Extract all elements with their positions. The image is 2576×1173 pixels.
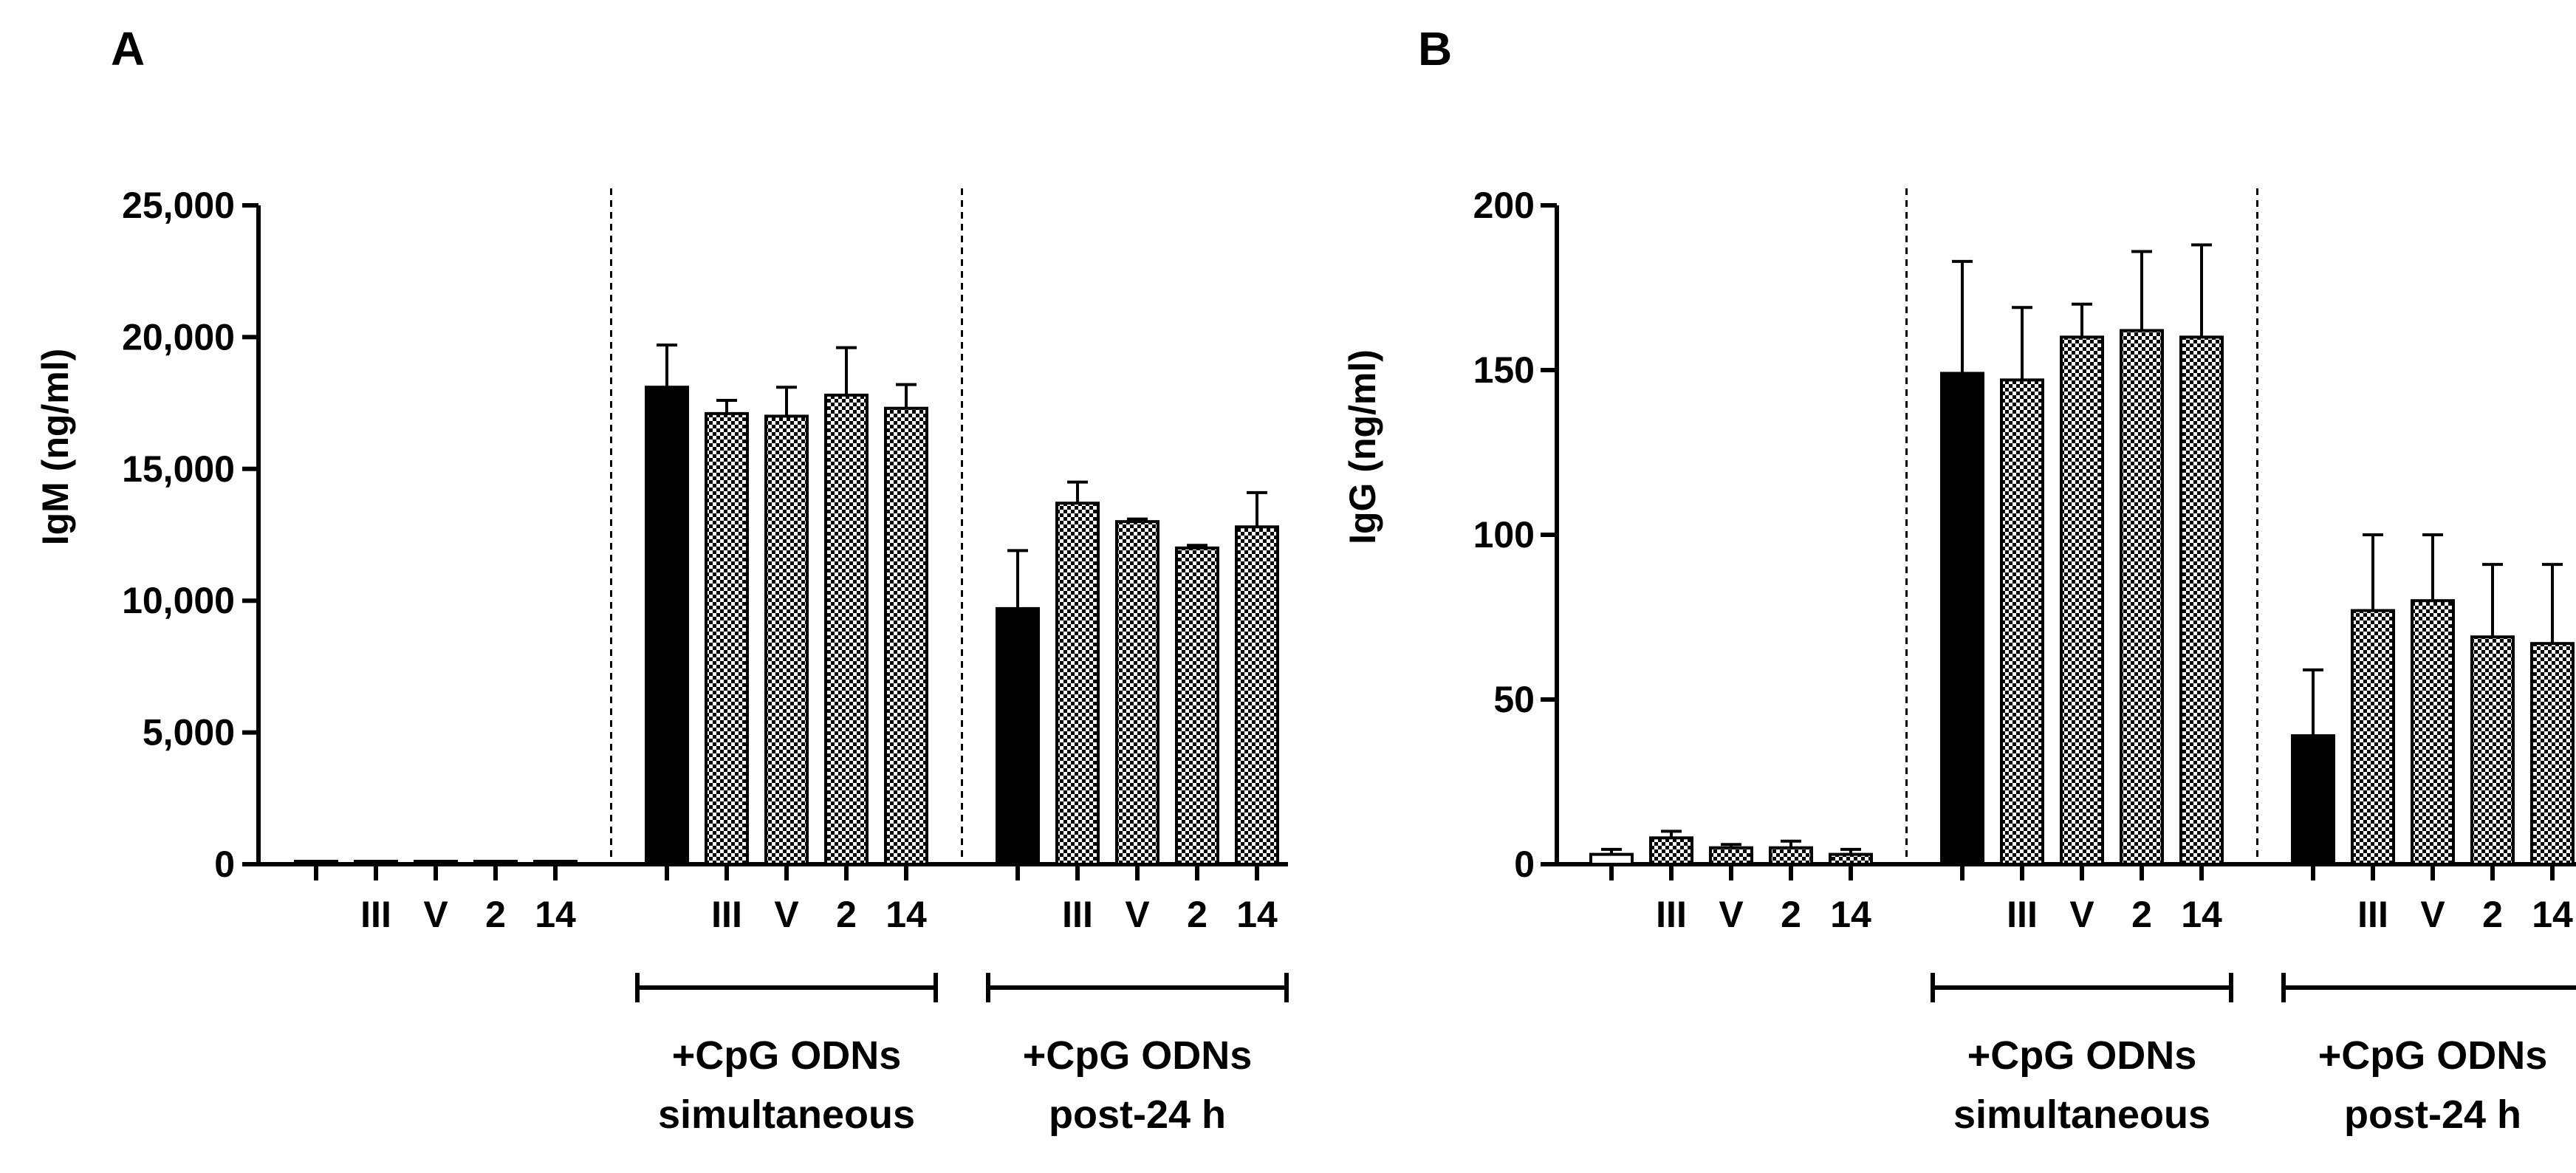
bar xyxy=(1649,836,1693,866)
bar xyxy=(2411,599,2455,866)
group-label-line: +CpG ODNs xyxy=(672,1033,902,1078)
bar xyxy=(2530,642,2575,866)
group-label-line: post-24 h xyxy=(1049,1092,1226,1137)
y-tick-label: 0 xyxy=(214,844,235,885)
group-label-line: +CpG ODNs xyxy=(2318,1033,2548,1078)
y-tick-label: 10,000 xyxy=(122,580,235,621)
x-category-label: V xyxy=(1719,894,1744,935)
chart-panel-a: A IgM (ng/ml) 0 5,000 10,000 15,000 20,0… xyxy=(35,22,1289,1137)
y-tick-label: 100 xyxy=(1473,514,1535,555)
bar xyxy=(884,406,928,866)
y-tick-label: 20,000 xyxy=(122,316,235,358)
x-category-label: 2 xyxy=(2131,894,2152,935)
bar xyxy=(2120,329,2164,866)
bar xyxy=(1589,852,1634,866)
bar xyxy=(2291,734,2335,866)
bar xyxy=(294,860,338,866)
bar xyxy=(645,386,689,866)
y-tick-label: 150 xyxy=(1473,349,1535,391)
x-category-label: 2 xyxy=(2482,894,2503,935)
bar xyxy=(1709,846,1753,866)
x-category-labels-b: III V 2 14 III V 2 14 III V 2 14 xyxy=(1656,894,2573,935)
x-category-label: 2 xyxy=(1187,894,1208,935)
bar xyxy=(2000,378,2044,866)
chart-panel-b: B IgG (ng/ml) 0 50 100 150 200 III V 2 1… xyxy=(1342,22,2576,1137)
bar xyxy=(414,860,458,866)
x-category-label: III xyxy=(2007,894,2038,935)
bar xyxy=(1235,525,1279,866)
panel-letter-a: A xyxy=(111,22,145,75)
y-tick-label: 200 xyxy=(1473,185,1535,226)
x-category-label: 2 xyxy=(485,894,506,935)
bar xyxy=(996,606,1040,866)
x-category-labels-a: III V 2 14 III V 2 14 III V 2 14 xyxy=(360,894,1278,935)
y-tick-label: 25,000 xyxy=(122,185,235,226)
group-label-line: +CpG ODNs xyxy=(1023,1033,1253,1078)
group-label-line: simultaneous xyxy=(1953,1092,2210,1137)
bar xyxy=(354,860,398,866)
bar xyxy=(1175,546,1219,866)
x-category-label: 14 xyxy=(886,894,927,935)
bar xyxy=(1115,520,1159,866)
bar xyxy=(705,411,749,866)
y-tick-labels-b: 0 50 100 150 200 xyxy=(1473,185,1535,885)
x-category-label: 2 xyxy=(836,894,857,935)
group-label-line: simultaneous xyxy=(658,1092,915,1137)
x-category-label: III xyxy=(1656,894,1687,935)
y-axis-label-a: IgM (ng/ml) xyxy=(35,349,76,546)
y-tick-label: 50 xyxy=(1493,679,1535,720)
x-category-label: V xyxy=(423,894,448,935)
y-tick-label: 5,000 xyxy=(143,712,235,753)
x-category-label: V xyxy=(774,894,799,935)
bar xyxy=(473,860,518,866)
bar xyxy=(1940,372,1984,866)
bar xyxy=(1055,502,1100,866)
y-tick-label: 15,000 xyxy=(122,448,235,490)
x-category-label: III xyxy=(2357,894,2388,935)
bar xyxy=(533,860,578,866)
bar xyxy=(824,393,869,866)
x-category-label: V xyxy=(2420,894,2445,935)
y-tick-labels-a: 0 5,000 10,000 15,000 20,000 25,000 xyxy=(122,185,235,885)
y-tick-label: 0 xyxy=(1514,844,1535,885)
x-category-label: III xyxy=(711,894,742,935)
bar xyxy=(764,414,809,866)
x-category-label: III xyxy=(360,894,391,935)
group-label-line: post-24 h xyxy=(2344,1092,2521,1137)
panel-letter-b: B xyxy=(1418,22,1452,75)
x-category-label: 14 xyxy=(1830,894,1871,935)
x-category-label: V xyxy=(2069,894,2094,935)
group-labels-a: +CpG ODNs simultaneous +CpG ODNs post-24… xyxy=(658,1033,1252,1137)
bar xyxy=(1769,846,1813,866)
x-category-label: 14 xyxy=(535,894,576,935)
x-category-label: 14 xyxy=(2181,894,2222,935)
y-axis-label-b: IgG (ng/ml) xyxy=(1342,349,1383,544)
x-category-label: 14 xyxy=(1236,894,1278,935)
x-category-label: 2 xyxy=(1781,894,1801,935)
group-labels-b: +CpG ODNs simultaneous +CpG ODNs post-24… xyxy=(1953,1033,2547,1137)
bar xyxy=(2060,335,2104,866)
bar xyxy=(2179,335,2224,866)
group-label-line: +CpG ODNs xyxy=(1967,1033,2197,1078)
x-category-label: 14 xyxy=(2532,894,2573,935)
bar xyxy=(2351,609,2395,866)
x-category-label: V xyxy=(1125,894,1150,935)
x-category-label: III xyxy=(1062,894,1093,935)
bar xyxy=(1829,852,1873,866)
bar xyxy=(2470,635,2515,866)
